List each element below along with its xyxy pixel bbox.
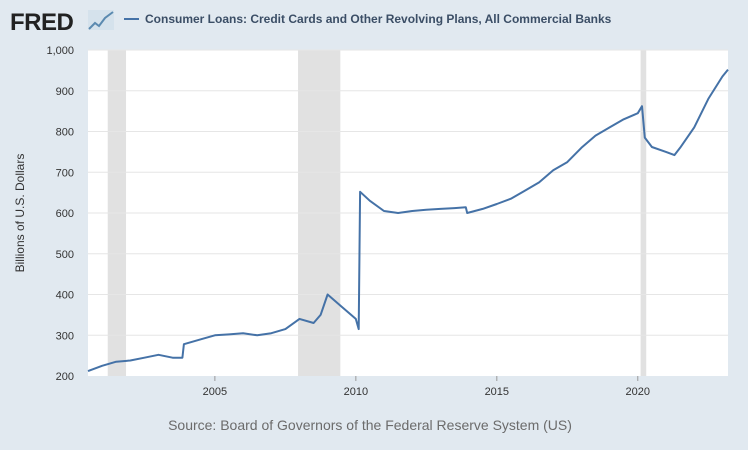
y-tick-label: 900 <box>56 86 74 98</box>
y-axis-label: Billions of U.S. Dollars <box>13 154 27 273</box>
x-axis-ticks: 2005 2010 2015 2020 <box>203 376 650 398</box>
series-line <box>87 68 729 373</box>
y-tick-label: 600 <box>56 208 74 220</box>
y-tick-label: 500 <box>56 249 74 261</box>
x-tick-label: 2020 <box>626 386 650 398</box>
x-tick-label: 2005 <box>203 386 227 398</box>
y-tick-label: 700 <box>56 167 74 179</box>
y-tick-label: 200 <box>56 371 74 383</box>
source-note: Source: Board of Governors of the Federa… <box>168 417 572 433</box>
y-axis-ticks: 200 300 400 500 600 700 800 900 1,000 <box>46 45 74 383</box>
y-tick-label: 400 <box>56 290 74 302</box>
fred-logo[interactable]: FRED <box>10 9 74 36</box>
line-chart-icon <box>88 10 114 30</box>
header: FRED Consumer Loans: Credit Cards and Ot… <box>10 9 612 36</box>
y-tick-label: 300 <box>56 330 74 342</box>
gridlines <box>88 49 728 336</box>
x-tick-label: 2015 <box>485 386 509 398</box>
x-tick-label: 2010 <box>344 386 368 398</box>
legend-label: Consumer Loans: Credit Cards and Other R… <box>145 12 612 26</box>
y-tick-label: 1,000 <box>46 45 74 57</box>
y-tick-label: 800 <box>56 127 74 139</box>
